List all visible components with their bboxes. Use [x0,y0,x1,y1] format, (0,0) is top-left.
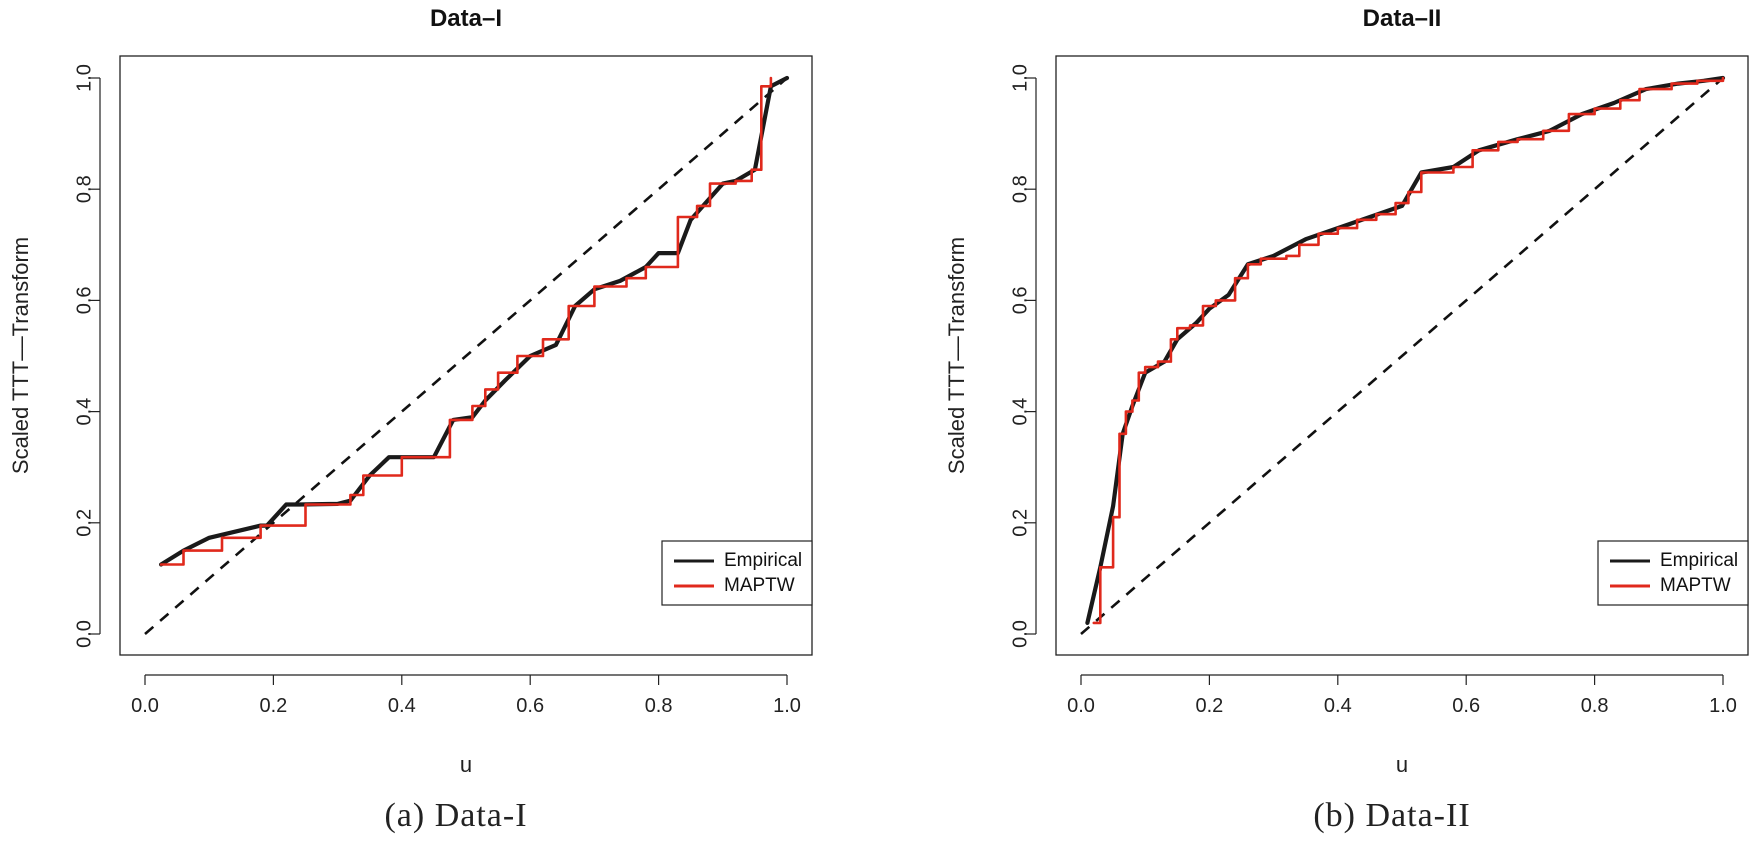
series-line-maptw [1092,76,1725,625]
x-tick-label: 0.6 [516,695,544,717]
legend: Empirical MAPTW [1597,540,1749,606]
x-tick-label: 0.8 [1581,695,1609,717]
chart-title: Data–II [1363,5,1442,32]
x-tick-label: 1.0 [773,695,801,717]
x-tick-label: 0.4 [1324,695,1352,717]
y-tick-label: 0.8 [73,175,95,203]
plot-frame [119,55,813,656]
x-tick-label: 0.2 [259,695,287,717]
y-tick-label: 0.0 [73,620,95,648]
chart-title: Data–I [430,5,502,32]
series-line-empirical [159,75,790,567]
y-tick-label: 1.0 [73,64,95,92]
y-axis-label: Scaled TTT––Transform [944,237,969,474]
plot-frame [1055,55,1749,656]
series-line-maptw [159,76,773,566]
x-axis-label: u [460,752,472,777]
legend-label: Empirical [724,550,802,571]
legend-box [661,540,813,606]
reference-diagonal-line [144,77,788,635]
legend: Empirical MAPTW [661,540,813,606]
reference-diagonal-line [1080,77,1724,635]
chart-panel-1: Data–I 0.0 0.2 0.4 0.6 0.8 1.0 0.0 0.2 0.4 0.6 0.8 1… [8,5,813,834]
figure-caption: (a) Data-I [384,797,527,834]
y-axis-label: Scaled TTT––Transform [8,237,33,474]
y-tick-label: 0.2 [1009,509,1031,537]
y-tick-label: 0.6 [1009,286,1031,314]
y-tick-label: 0.2 [73,509,95,537]
x-tick-label: 0.2 [1195,695,1223,717]
y-tick-label: 0.8 [1009,175,1031,203]
figure-caption: (b) Data-II [1313,797,1470,834]
y-tick-label: 0.4 [1009,398,1031,426]
x-axis-label: u [1396,752,1408,777]
legend-label: MAPTW [724,575,795,596]
x-tick-label: 0.6 [1452,695,1480,717]
legend-label: Empirical [1660,550,1738,571]
y-tick-label: 0.0 [1009,620,1031,648]
y-tick-label: 0.4 [73,398,95,426]
x-tick-label: 0.8 [645,695,673,717]
x-tick-label: 0.0 [1067,695,1095,717]
x-tick-label: 1.0 [1709,695,1737,717]
x-tick-label: 0.4 [388,695,416,717]
y-tick-label: 0.6 [73,286,95,314]
legend-label: MAPTW [1660,575,1731,596]
y-tick-label: 1.0 [1009,64,1031,92]
chart-panel-2: Data–II 0.0 0.2 0.4 0.6 0.8 1.0 0.0 0.2 0.4 0.6 0.8… [944,5,1749,834]
legend-box [1597,540,1749,606]
x-tick-label: 0.0 [131,695,159,717]
